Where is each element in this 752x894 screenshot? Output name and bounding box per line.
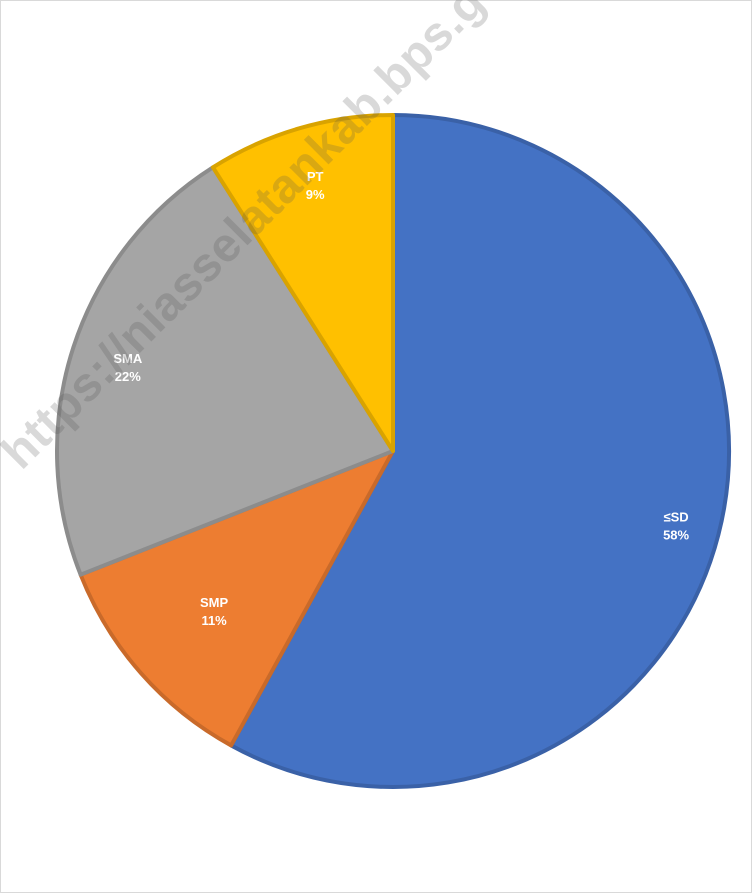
- slice-category-label: ≤SD: [663, 510, 688, 525]
- pie-slice-sd: [229, 113, 731, 789]
- slice-category-label: PT: [307, 169, 324, 184]
- slice-category-label: SMP: [200, 595, 229, 610]
- pie-slice-smp: [78, 449, 395, 748]
- slice-percent-label: 9%: [306, 187, 325, 202]
- slice-category-label: SMA: [113, 351, 143, 366]
- slice-percent-label: 58%: [663, 528, 689, 543]
- pie-slices: [55, 113, 731, 789]
- pie-slice-sma: [55, 165, 395, 577]
- slice-percent-label: 22%: [115, 369, 141, 384]
- slice-percent-label: 11%: [201, 613, 227, 628]
- pie-slice-pt: [210, 113, 395, 453]
- slice-labels: ≤SD 58% SMP 11% SMA 22% PT 9%: [113, 169, 689, 628]
